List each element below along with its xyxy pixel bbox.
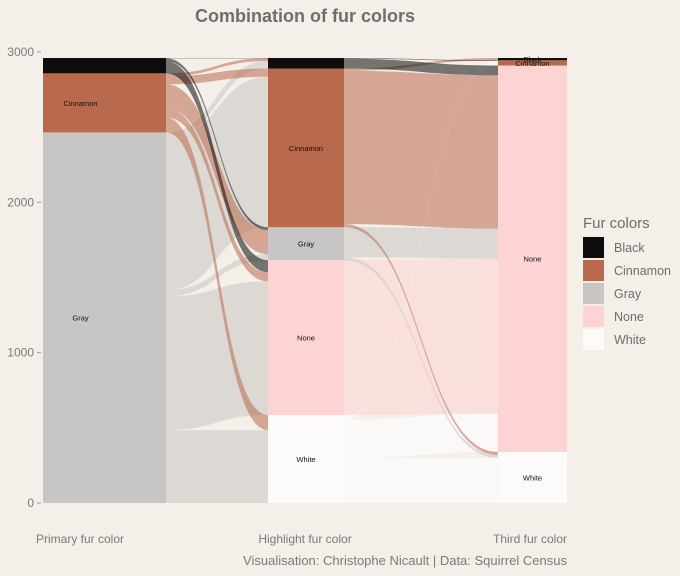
- node-cinnamon: [43, 73, 166, 133]
- node-white: [498, 451, 567, 503]
- flows-layer: [166, 58, 498, 503]
- flow-white-to-none: [344, 413, 498, 458]
- y-tick-label: 0: [27, 496, 34, 510]
- flow-white-to-white: [344, 457, 498, 503]
- node-label: None: [297, 334, 315, 343]
- legend-label: White: [614, 333, 646, 347]
- y-tick-label: 2000: [7, 195, 34, 209]
- legend: Fur colors Black Cinnamon Gray None White: [583, 215, 671, 350]
- flow-black-to-cinnamon: [344, 58, 498, 62]
- x-axis-label: Third fur color: [493, 532, 567, 546]
- flow-gray-to-black: [166, 61, 268, 140]
- node-label: Black: [71, 62, 90, 71]
- node-gray: [43, 132, 166, 503]
- node-label: Black: [523, 55, 542, 64]
- flow-gray-to-white: [344, 257, 498, 458]
- flow-cinnamon-to-black: [166, 58, 268, 77]
- flow-cinnamon-to-cinnamon: [166, 68, 268, 85]
- node-label: White: [296, 455, 315, 464]
- x-axis-label: Primary fur color: [36, 532, 124, 546]
- node-label: Cinnamon: [515, 59, 549, 68]
- y-tick-label: 3000: [7, 45, 34, 59]
- legend-swatch: [583, 329, 604, 350]
- node-cinnamon: [498, 60, 567, 66]
- node-label: White: [523, 473, 542, 482]
- flow-cinnamon-to-white: [344, 224, 498, 455]
- node-cinnamon: [268, 68, 344, 228]
- node-label: None: [524, 255, 542, 264]
- node-none: [268, 260, 344, 416]
- flow-cinnamon-to-white: [166, 117, 268, 431]
- node-none: [498, 65, 567, 452]
- flow-gray-to-none: [344, 227, 498, 259]
- node-label: Cinnamon: [289, 144, 323, 153]
- legend-swatch: [583, 260, 604, 281]
- node-label: Gray: [72, 314, 89, 323]
- legend-swatch: [583, 306, 604, 327]
- x-axis: Primary fur color Highlight fur color Thir…: [36, 532, 567, 546]
- node-black: [43, 58, 166, 74]
- legend-label: None: [614, 310, 644, 324]
- x-axis-label: Highlight fur color: [258, 532, 351, 546]
- nodes-layer: GrayCinnamonBlackWhiteNoneGrayCinnamonBl…: [43, 55, 567, 503]
- flow-none-to-none: [344, 258, 498, 416]
- node-gray: [268, 227, 344, 261]
- flow-black-to-none: [344, 58, 498, 76]
- node-white: [268, 415, 344, 503]
- node-black: [498, 58, 567, 61]
- legend-swatch: [583, 283, 604, 304]
- flow-cinnamon-to-none: [344, 70, 498, 229]
- legend-title: Fur colors: [583, 215, 650, 232]
- flow-cinnamon-to-none: [166, 108, 268, 282]
- legend-label: Black: [614, 241, 645, 255]
- flow-gray-to-white: [166, 430, 268, 503]
- node-black: [268, 58, 344, 69]
- flow-black-to-gray: [166, 58, 268, 231]
- chart-title: Combination of fur colors: [195, 6, 415, 26]
- node-label: Gray: [298, 240, 315, 249]
- legend-label: Gray: [614, 287, 642, 301]
- flow-gray-to-cinnamon: [166, 76, 268, 291]
- y-axis: 0 1000 2000 3000: [7, 45, 41, 510]
- chart-caption: Visualisation: Christophe Nicault | Data…: [243, 553, 567, 568]
- node-label: Cinnamon: [63, 99, 97, 108]
- legend-swatch: [583, 237, 604, 258]
- y-tick-label: 1000: [7, 346, 34, 360]
- legend-label: Cinnamon: [614, 264, 671, 278]
- flow-black-to-none: [166, 61, 268, 273]
- node-label: Black: [297, 59, 316, 68]
